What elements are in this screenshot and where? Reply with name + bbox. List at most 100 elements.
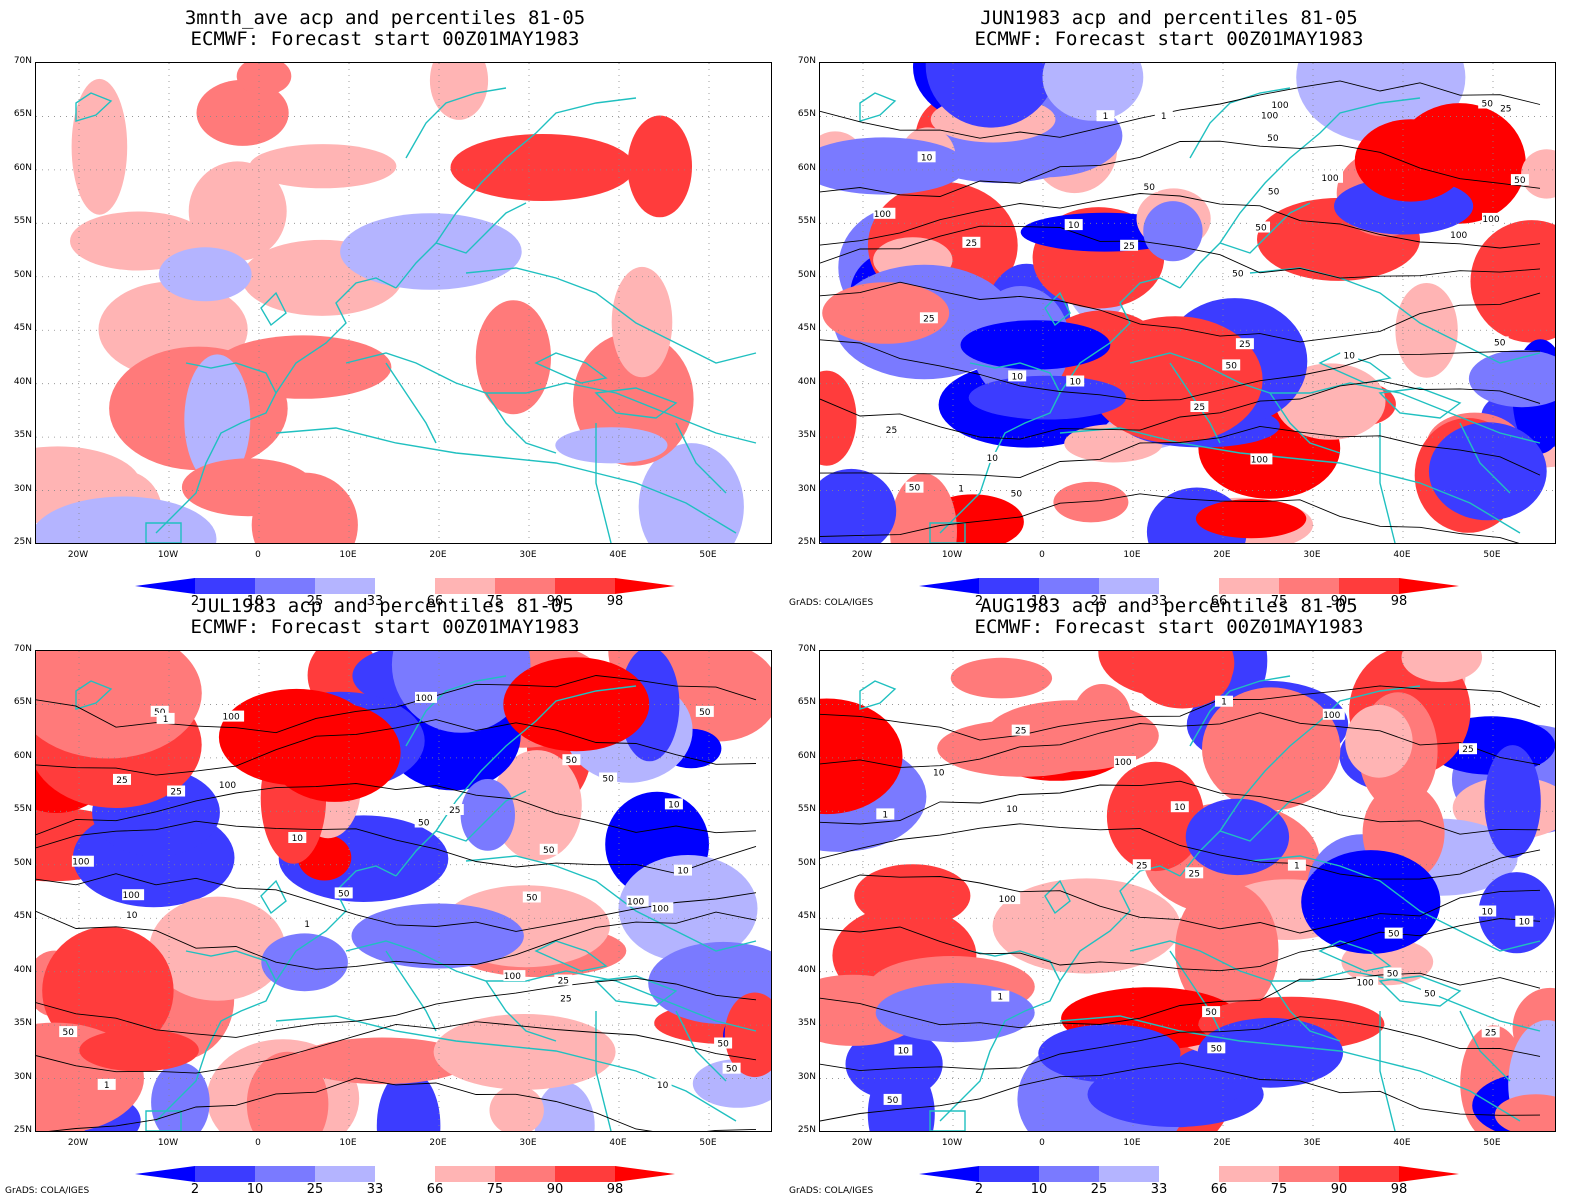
- contour-line: [36, 820, 757, 874]
- percentile-shading: [1143, 201, 1203, 262]
- contour-label: 25: [560, 995, 571, 1005]
- percentile-shading: [429, 63, 489, 120]
- contour-label-bg: [894, 1044, 913, 1056]
- contour-label-bg: [122, 909, 141, 921]
- contour-label: 50: [1388, 930, 1400, 940]
- coastline: [275, 427, 737, 534]
- contour-label-bg: [714, 1037, 733, 1049]
- lat-label: 45N: [13, 323, 32, 334]
- percentile-shading: [261, 933, 348, 992]
- lon-label: 20W: [67, 1138, 89, 1148]
- contour-label: 1: [958, 485, 964, 495]
- lon-label: 10W: [941, 1138, 963, 1148]
- percentile-shading: [1087, 316, 1263, 444]
- lon-label: 30E: [1303, 1138, 1321, 1148]
- coastline: [1179, 685, 1421, 877]
- contour-label-bg: [1420, 987, 1439, 999]
- panel-title: 3mnth_ave acp and percentiles 81-05 ECMWF…: [0, 8, 770, 50]
- title-line-1: JUL1983 acp and percentiles 81-05: [196, 595, 574, 617]
- contour-label-bg: [1222, 359, 1241, 371]
- contour-label-bg: [556, 992, 575, 1004]
- colorbar-swatch: [1039, 1166, 1099, 1182]
- colorbar-label: 75: [1270, 1182, 1288, 1197]
- percentile-shading: [36, 651, 202, 759]
- coastline: [435, 790, 527, 842]
- contour-label-bg: [695, 705, 714, 717]
- colorbar-label: 75: [1270, 594, 1288, 609]
- lat-label: 60N: [797, 750, 816, 761]
- colorbar-swatch: [1099, 1166, 1159, 1182]
- contour-label-bg: [503, 970, 526, 982]
- contour-label-bg: [1170, 801, 1189, 813]
- contour-label: 10: [933, 768, 945, 778]
- colorbar-label: 25: [306, 1182, 324, 1197]
- coastline: [1169, 950, 1221, 1032]
- contour-label: 25: [923, 314, 934, 324]
- lat-label: 25N: [13, 1125, 32, 1135]
- contour-line: [820, 140, 1541, 197]
- contour-label-bg: [1510, 174, 1529, 186]
- percentile-shading: [1494, 1094, 1555, 1131]
- percentile-shading: [351, 903, 524, 969]
- contour-label-bg: [1496, 102, 1515, 114]
- lon-label: 0: [255, 1138, 261, 1148]
- lat-label: 30N: [797, 1071, 816, 1082]
- contour-label: 50: [1424, 990, 1436, 1000]
- contour-label-bg: [1132, 859, 1151, 871]
- contour-label-bg: [1356, 976, 1379, 988]
- contour-label: 50: [154, 708, 166, 718]
- contour-label: 50: [717, 1040, 729, 1050]
- colorbar-label: 10: [1030, 1182, 1048, 1197]
- lat-label: 60N: [13, 750, 32, 761]
- contour-label-bg: [1190, 401, 1209, 412]
- contour-label: 50: [543, 846, 555, 856]
- contour-label: 100: [1482, 215, 1499, 225]
- contour-line: [820, 874, 1541, 934]
- contour-label-bg: [952, 482, 971, 494]
- percentile-shading: [1354, 119, 1467, 202]
- colorbar-label: 75: [486, 1182, 504, 1197]
- contour-label: 10: [1174, 803, 1186, 813]
- colorbar-swatch: [1159, 578, 1219, 594]
- contour-label: 100: [219, 781, 236, 791]
- lat-label: 55N: [797, 804, 816, 815]
- percentile-shading: [820, 370, 857, 466]
- lon-label: 20E: [429, 550, 447, 560]
- colorbar-label: 90: [546, 1182, 564, 1197]
- percentile-shading: [1521, 149, 1555, 199]
- coastline: [859, 680, 897, 710]
- colorbar-swatch: [195, 1166, 255, 1182]
- contour-label: 25: [886, 426, 897, 436]
- contour-label-bg: [1478, 97, 1497, 109]
- contour-label-bg: [156, 712, 175, 724]
- contour-label: 25: [116, 776, 127, 786]
- contour-line: [820, 1062, 1541, 1122]
- contour-label-bg: [562, 754, 581, 766]
- map-panel: JUN1983 acp and percentiles 81-05 ECMWF: …: [784, 0, 1574, 609]
- percentile-shading: [36, 496, 217, 543]
- map-panel: JUL1983 acp and percentiles 81-05 ECMWF: …: [0, 588, 790, 1197]
- panel-title: AUG1983 acp and percentiles 81-05 ECMWF: …: [784, 596, 1554, 638]
- colorbar-swatch: [979, 1166, 1039, 1182]
- contour-label: 50: [1205, 1008, 1217, 1018]
- lat-label: 55N: [13, 804, 32, 815]
- contour-label: 100: [627, 898, 644, 908]
- coastline: [405, 87, 507, 159]
- lat-label: 70N: [13, 56, 32, 66]
- coastline: [939, 362, 1061, 534]
- contour-label: 25: [1123, 242, 1134, 252]
- lat-label: 35N: [13, 1018, 32, 1029]
- contour-label: 25: [558, 977, 569, 987]
- coastline: [145, 1110, 182, 1131]
- contour-line: [36, 873, 757, 932]
- contour-label-bg: [1008, 370, 1027, 382]
- contour-label-bg: [664, 798, 683, 810]
- percentile-shading: [820, 698, 903, 815]
- percentile-shading: [295, 1037, 471, 1085]
- percentile-shading: [1345, 704, 1413, 778]
- colorbar-swatch: [435, 578, 495, 594]
- contour-label: 100: [415, 694, 432, 704]
- contour-label: 100: [999, 895, 1016, 905]
- contour-label-bg: [1185, 867, 1204, 879]
- coastline: [485, 980, 557, 1042]
